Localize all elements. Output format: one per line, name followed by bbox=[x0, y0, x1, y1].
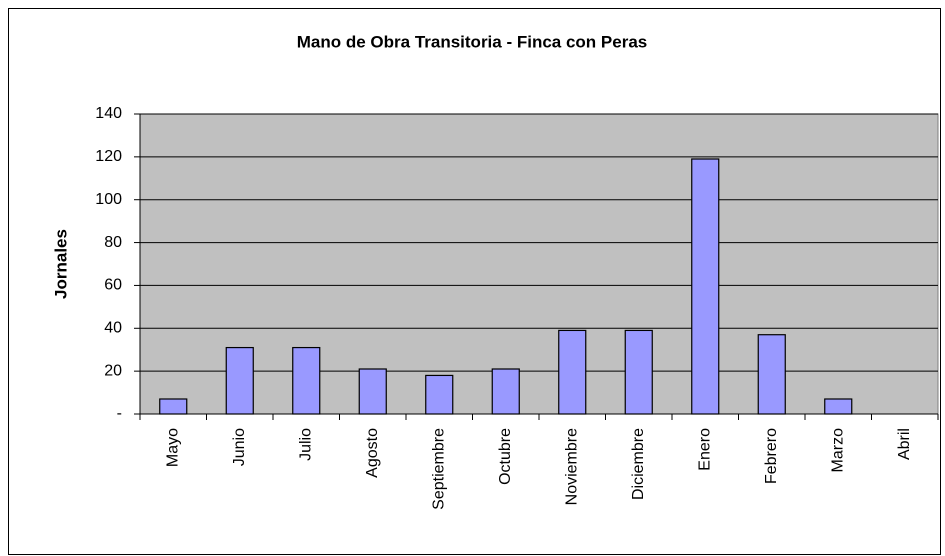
bar bbox=[292, 346, 321, 415]
bar bbox=[757, 334, 786, 415]
x-tick-label: Enero bbox=[696, 428, 713, 471]
x-tick-label: Octubre bbox=[497, 428, 514, 485]
bar bbox=[425, 374, 454, 415]
y-axis-label: Jornales bbox=[51, 229, 70, 299]
y-tick-label: - bbox=[117, 405, 122, 422]
x-tick-label: Marzo bbox=[829, 428, 846, 473]
chart-title: Mano de Obra Transitoria - Finca con Per… bbox=[297, 32, 647, 51]
plot-area bbox=[139, 113, 939, 415]
x-tick-label: Diciembre bbox=[630, 428, 647, 500]
y-tick-label: 120 bbox=[95, 148, 122, 165]
y-tick-label: 80 bbox=[104, 234, 122, 251]
bar bbox=[358, 368, 387, 415]
bar bbox=[824, 398, 853, 415]
x-tick-label: Junio bbox=[231, 428, 248, 466]
y-tick-label: 140 bbox=[95, 105, 122, 122]
bar bbox=[624, 329, 653, 415]
bar bbox=[691, 158, 720, 415]
x-tick-label: Febrero bbox=[763, 428, 780, 484]
bar bbox=[225, 346, 254, 415]
y-tick-label: 100 bbox=[95, 191, 122, 208]
bar bbox=[558, 329, 587, 415]
x-tick-label: Julio bbox=[297, 428, 314, 461]
y-tick-label: 40 bbox=[104, 320, 122, 337]
y-tick-label: 20 bbox=[104, 362, 122, 379]
bar bbox=[491, 368, 520, 415]
x-tick-label: Noviembre bbox=[563, 428, 580, 505]
bar bbox=[159, 398, 188, 415]
x-tick-label: Abril bbox=[896, 428, 913, 460]
x-tick-label: Mayo bbox=[164, 428, 181, 467]
y-tick-label: 60 bbox=[104, 277, 122, 294]
x-tick-label: Septiembre bbox=[430, 428, 447, 510]
x-tick-label: Agosto bbox=[364, 428, 381, 478]
